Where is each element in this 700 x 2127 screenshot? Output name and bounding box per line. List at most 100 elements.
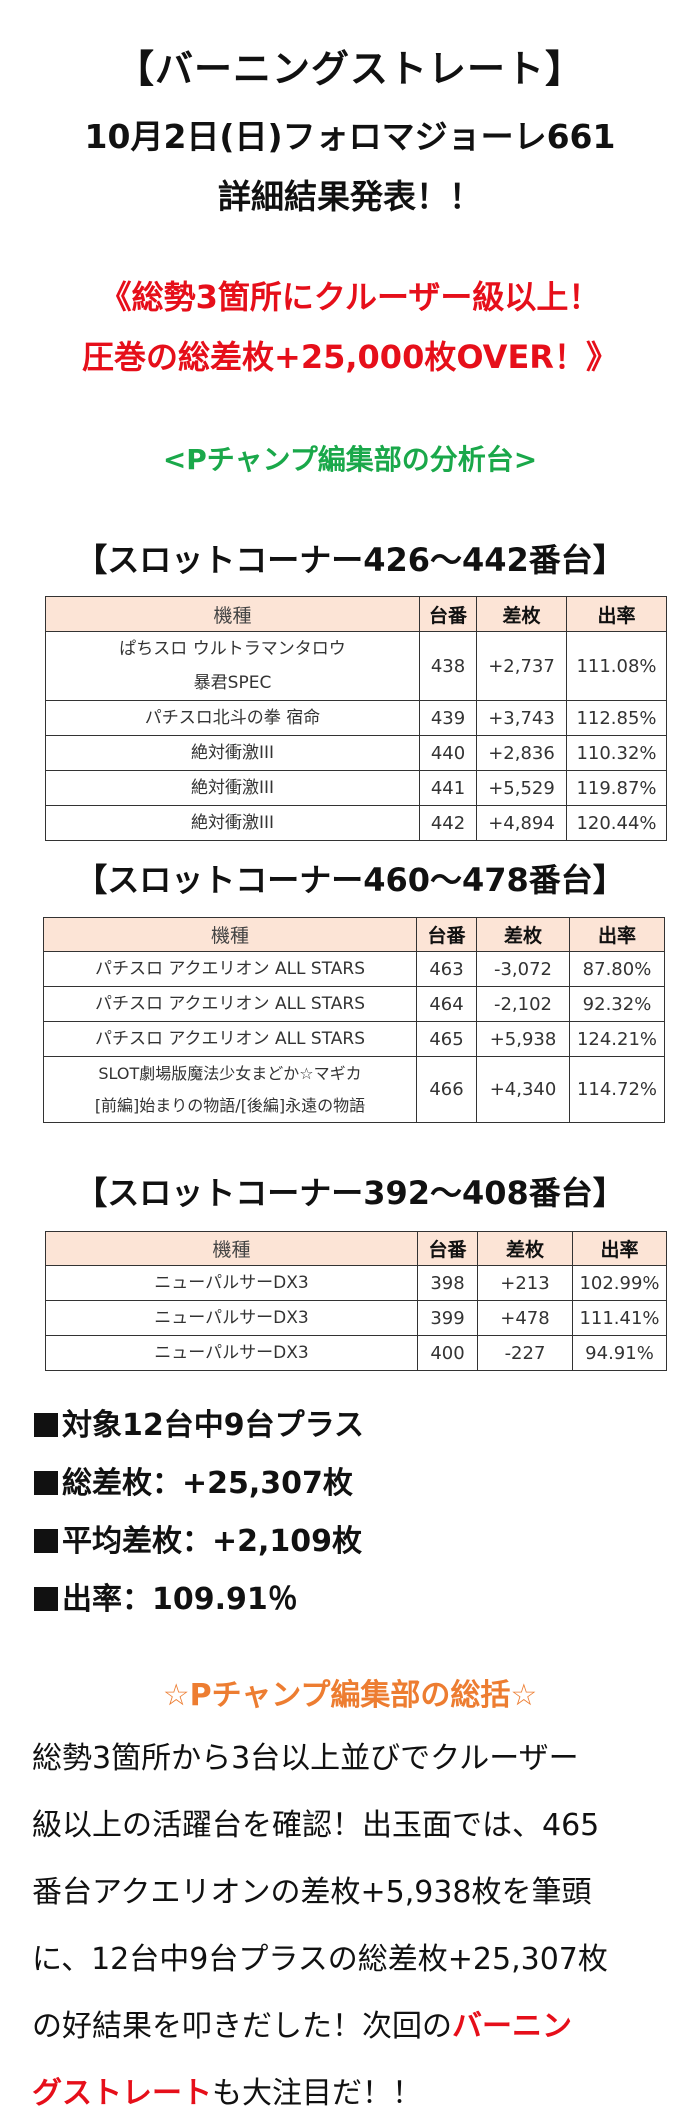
- machine-no-cell: 441: [419, 770, 477, 806]
- table-row: パチスロ アクエリオン ALL STARS 465 +5,938 124.21%: [43, 1021, 665, 1057]
- headline-line-2: 圧巻の総差枚+25,000枚OVER！》: [82, 338, 618, 376]
- machine-no-cell: 400: [417, 1335, 478, 1371]
- model-cell: SLOT劇場版魔法少女まどか☆マギカ [前編]始まりの物語/[後編]永遠の物語: [43, 1056, 417, 1123]
- model-cell: パチスロ アクエリオン ALL STARS: [43, 951, 417, 987]
- rate-cell: 111.41%: [572, 1300, 667, 1336]
- machine-no-cell: 466: [416, 1056, 477, 1123]
- machine-no-cell: 442: [419, 805, 477, 841]
- machine-no-cell: 440: [419, 735, 477, 771]
- square-bullet-icon: [34, 1529, 58, 1553]
- rate-cell: 124.21%: [569, 1021, 665, 1057]
- model-cell: 絶対衝激III: [45, 770, 420, 806]
- square-bullet-icon: [34, 1471, 58, 1495]
- col-header-diff: 差枚: [477, 1231, 573, 1266]
- review-line: 番台アクエリオンの差枚+5,938枚を筆頭: [32, 1875, 592, 1910]
- machine-no-cell: 399: [417, 1300, 478, 1336]
- machine-no-cell: 463: [416, 951, 477, 987]
- headline-line-1: 《総勢3箇所にクルーザー級以上！: [99, 278, 601, 316]
- diff-cell: +2,836: [476, 735, 567, 771]
- col-header-rate: 出率: [569, 917, 665, 952]
- model-cell: 絶対衝激III: [45, 805, 420, 841]
- review-line: グストレートも大注目だ！！: [32, 2076, 422, 2111]
- diff-cell: -3,072: [476, 951, 570, 987]
- model-cell: 絶対衝激III: [45, 735, 420, 771]
- table-row: ぱちスロ ウルトラマンタロウ 暴君SPEC 438 +2,737 111.08%: [45, 631, 667, 701]
- review-line: の好結果を叩きだした！次回のバーニン: [32, 2009, 572, 2044]
- summary-item-plus-count: 対象12台中9台プラス: [34, 1400, 364, 1444]
- results-table-1: 機種 台番 差枚 出率 ぱちスロ ウルトラマンタロウ 暴君SPEC 438 +2,…: [45, 596, 667, 841]
- diff-cell: -2,102: [476, 986, 570, 1022]
- model-cell: パチスロ アクエリオン ALL STARS: [43, 1021, 417, 1057]
- diff-cell: +4,894: [476, 805, 567, 841]
- review-line: 級以上の活躍台を確認！出玉面では、465: [32, 1808, 600, 1843]
- review-heading: ☆Pチャンプ編集部の総括☆: [162, 1678, 538, 1713]
- table-row: ニューパルサーDX3 400 -227 94.91%: [45, 1335, 667, 1371]
- event-name-highlight: バーニン: [452, 2009, 572, 2044]
- table-row: 絶対衝激III 440 +2,836 110.32%: [45, 735, 667, 771]
- model-cell: パチスロ北斗の拳 宿命: [45, 700, 420, 736]
- col-header-machine-no: 台番: [419, 596, 477, 632]
- machine-no-cell: 438: [419, 631, 477, 701]
- diff-cell: +5,938: [476, 1021, 570, 1057]
- review-paragraph: 総勢3箇所から3台以上並びでクルーザー 級以上の活躍台を確認！出玉面では、465…: [32, 1725, 672, 2127]
- rate-cell: 112.85%: [566, 700, 667, 736]
- col-header-rate: 出率: [572, 1231, 667, 1266]
- corner-title-1: 【スロットコーナー426〜442番台】: [75, 541, 625, 579]
- table-row: 絶対衝激III 442 +4,894 120.44%: [45, 805, 667, 841]
- diff-cell: +3,743: [476, 700, 567, 736]
- review-line: に、12台中9台プラスの総差枚+25,307枚: [32, 1942, 608, 1977]
- diff-cell: -227: [477, 1335, 573, 1371]
- diff-cell: +2,737: [476, 631, 567, 701]
- col-header-diff: 差枚: [476, 596, 567, 632]
- event-name-highlight: グストレート: [32, 2076, 212, 2111]
- summary-item-average-diff: 平均差枚：+2,109枚: [34, 1516, 362, 1560]
- rate-cell: 111.08%: [566, 631, 667, 701]
- diff-cell: +5,529: [476, 770, 567, 806]
- results-announcement: 詳細結果発表！！: [218, 177, 482, 216]
- rate-cell: 119.87%: [566, 770, 667, 806]
- col-header-machine-no: 台番: [416, 917, 477, 952]
- diff-cell: +478: [477, 1300, 573, 1336]
- square-bullet-icon: [34, 1587, 58, 1611]
- col-header-machine-no: 台番: [417, 1231, 478, 1266]
- rate-cell: 92.32%: [569, 986, 665, 1022]
- table-row: パチスロ アクエリオン ALL STARS 464 -2,102 92.32%: [43, 986, 665, 1022]
- rate-cell: 110.32%: [566, 735, 667, 771]
- review-line: 総勢3箇所から3台以上並びでクルーザー: [32, 1741, 579, 1776]
- col-header-rate: 出率: [566, 596, 667, 632]
- col-header-model: 機種: [43, 917, 417, 952]
- summary-item-payout-rate: 出率：109.91％: [34, 1574, 298, 1618]
- page-title: 【バーニングストレート】: [115, 47, 584, 91]
- model-cell: ニューパルサーDX3: [45, 1300, 418, 1336]
- results-table-3: 機種 台番 差枚 出率 ニューパルサーDX3 398 +213 102.99% …: [45, 1231, 667, 1371]
- table-row: SLOT劇場版魔法少女まどか☆マギカ [前編]始まりの物語/[後編]永遠の物語 4…: [43, 1056, 665, 1123]
- rate-cell: 94.91%: [572, 1335, 667, 1371]
- table-row: ニューパルサーDX3 398 +213 102.99%: [45, 1265, 667, 1301]
- machine-no-cell: 439: [419, 700, 477, 736]
- square-bullet-icon: [34, 1413, 58, 1437]
- rate-cell: 114.72%: [569, 1056, 665, 1123]
- corner-title-2: 【スロットコーナー460〜478番台】: [75, 861, 625, 899]
- summary-item-total-diff: 総差枚：+25,307枚: [34, 1458, 353, 1502]
- rate-cell: 120.44%: [566, 805, 667, 841]
- table-row: パチスロ アクエリオン ALL STARS 463 -3,072 87.80%: [43, 951, 665, 987]
- machine-no-cell: 398: [417, 1265, 478, 1301]
- event-date-line: 10月2日(日)フォロマジョーレ661: [84, 117, 616, 156]
- model-cell: ぱちスロ ウルトラマンタロウ 暴君SPEC: [45, 631, 420, 701]
- diff-cell: +213: [477, 1265, 573, 1301]
- col-header-model: 機種: [45, 596, 420, 632]
- rate-cell: 102.99%: [572, 1265, 667, 1301]
- table-row: ニューパルサーDX3 399 +478 111.41%: [45, 1300, 667, 1336]
- model-cell: パチスロ アクエリオン ALL STARS: [43, 986, 417, 1022]
- results-table-2: 機種 台番 差枚 出率 パチスロ アクエリオン ALL STARS 463 -3…: [43, 917, 665, 1123]
- machine-no-cell: 464: [416, 986, 477, 1022]
- model-cell: ニューパルサーDX3: [45, 1265, 418, 1301]
- col-header-model: 機種: [45, 1231, 418, 1266]
- table-row: パチスロ北斗の拳 宿命 439 +3,743 112.85%: [45, 700, 667, 736]
- model-cell: ニューパルサーDX3: [45, 1335, 418, 1371]
- machine-no-cell: 465: [416, 1021, 477, 1057]
- col-header-diff: 差枚: [476, 917, 570, 952]
- rate-cell: 87.80%: [569, 951, 665, 987]
- diff-cell: +4,340: [476, 1056, 570, 1123]
- table-row: 絶対衝激III 441 +5,529 119.87%: [45, 770, 667, 806]
